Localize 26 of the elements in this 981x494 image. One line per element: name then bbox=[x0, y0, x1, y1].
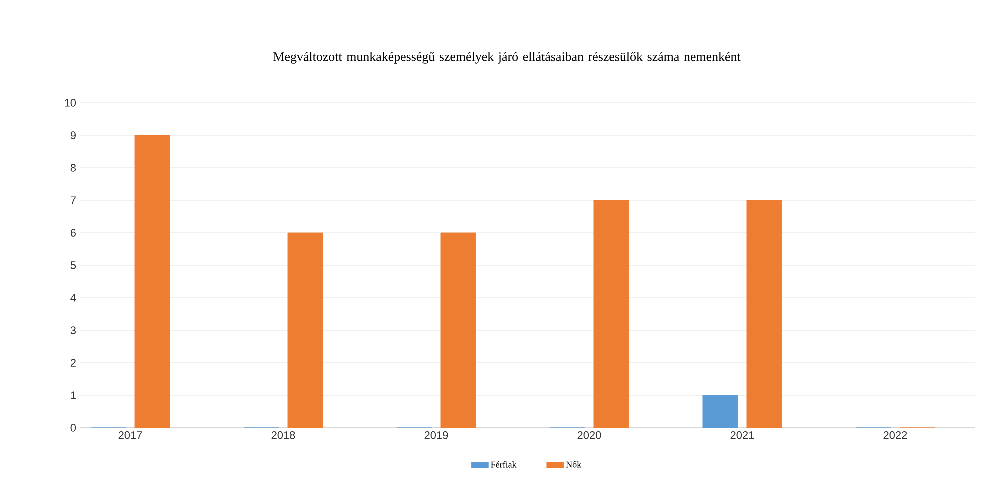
bar bbox=[440, 232, 476, 428]
y-tick-label: 7 bbox=[70, 196, 76, 204]
x-tick-label: 2020 bbox=[578, 432, 602, 440]
y-tick-label: 3 bbox=[70, 326, 76, 334]
y-tick-label: 4 bbox=[70, 294, 76, 302]
bar bbox=[702, 395, 738, 428]
y-tick-label: 2 bbox=[70, 359, 76, 367]
y-tick-label: 10 bbox=[65, 99, 76, 107]
bar bbox=[746, 200, 782, 428]
bar bbox=[134, 135, 170, 428]
x-tick-label: 2022 bbox=[884, 432, 908, 440]
x-tick-label: 2021 bbox=[730, 432, 754, 440]
x-tick-label: 2017 bbox=[118, 432, 142, 440]
y-tick-label: 9 bbox=[70, 132, 76, 140]
chart-title: Megváltozott munkaképességű személyek járó ellátásaiban részesülők száma nemenként bbox=[274, 52, 741, 64]
y-tick-label: 6 bbox=[70, 229, 76, 237]
legend-label: Nők bbox=[566, 461, 582, 468]
y-tick-label: 0 bbox=[70, 424, 76, 432]
y-tick-label: 1 bbox=[71, 392, 76, 400]
legend-label: Férfiak bbox=[491, 461, 517, 468]
bar bbox=[288, 232, 324, 428]
bar bbox=[594, 200, 630, 428]
y-tick-label: 8 bbox=[70, 164, 76, 172]
y-tick-label: 5 bbox=[70, 262, 76, 270]
x-tick-label: 2019 bbox=[424, 432, 448, 440]
x-tick-label: 2018 bbox=[272, 432, 296, 440]
